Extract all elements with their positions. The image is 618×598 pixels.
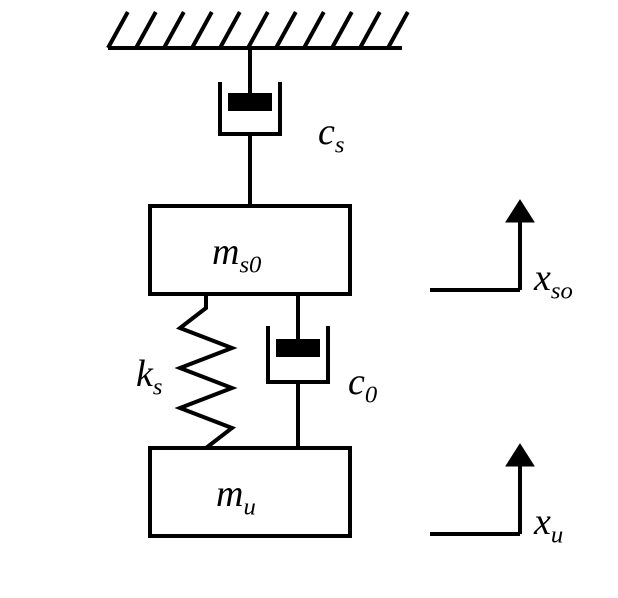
label-c0-sub: 0 (365, 382, 377, 409)
ground-hatch (276, 12, 296, 48)
arrow-xso-head (506, 200, 534, 222)
label-xso-base: x (534, 257, 551, 299)
ground-hatch (304, 12, 324, 48)
label-ms0: ms0 (212, 230, 261, 280)
label-ks: ks (136, 352, 162, 402)
label-mu-base: m (216, 473, 243, 515)
ground-hatch (248, 12, 268, 48)
ground-hatch (360, 12, 380, 48)
label-ms0-sub: s0 (239, 252, 261, 279)
label-cs-sub: s (335, 132, 345, 159)
label-xu: xu (534, 500, 563, 550)
label-ms0-base: m (212, 231, 239, 273)
ground-hatch (136, 12, 156, 48)
ground-hatch (192, 12, 212, 48)
label-xso-sub: so (551, 278, 573, 305)
ground-hatch (220, 12, 240, 48)
arrow-xu-head (506, 444, 534, 466)
ground-hatch (164, 12, 184, 48)
ground-hatch (108, 12, 128, 48)
label-c0-base: c (348, 361, 365, 403)
label-mu: mu (216, 472, 256, 522)
label-c0: c0 (348, 360, 377, 410)
label-cs: cs (318, 110, 344, 160)
label-xso: xso (534, 256, 573, 306)
label-mu-sub: u (243, 494, 255, 521)
damper-c0-piston (278, 341, 318, 355)
label-xu-sub: u (551, 522, 563, 549)
label-xu-base: x (534, 501, 551, 543)
spring-ks (180, 294, 232, 448)
label-ks-sub: s (153, 374, 163, 401)
label-ks-base: k (136, 353, 153, 395)
ground-hatch (332, 12, 352, 48)
damper-cs-piston (230, 95, 270, 109)
ground-hatch (388, 12, 408, 48)
label-cs-base: c (318, 111, 335, 153)
